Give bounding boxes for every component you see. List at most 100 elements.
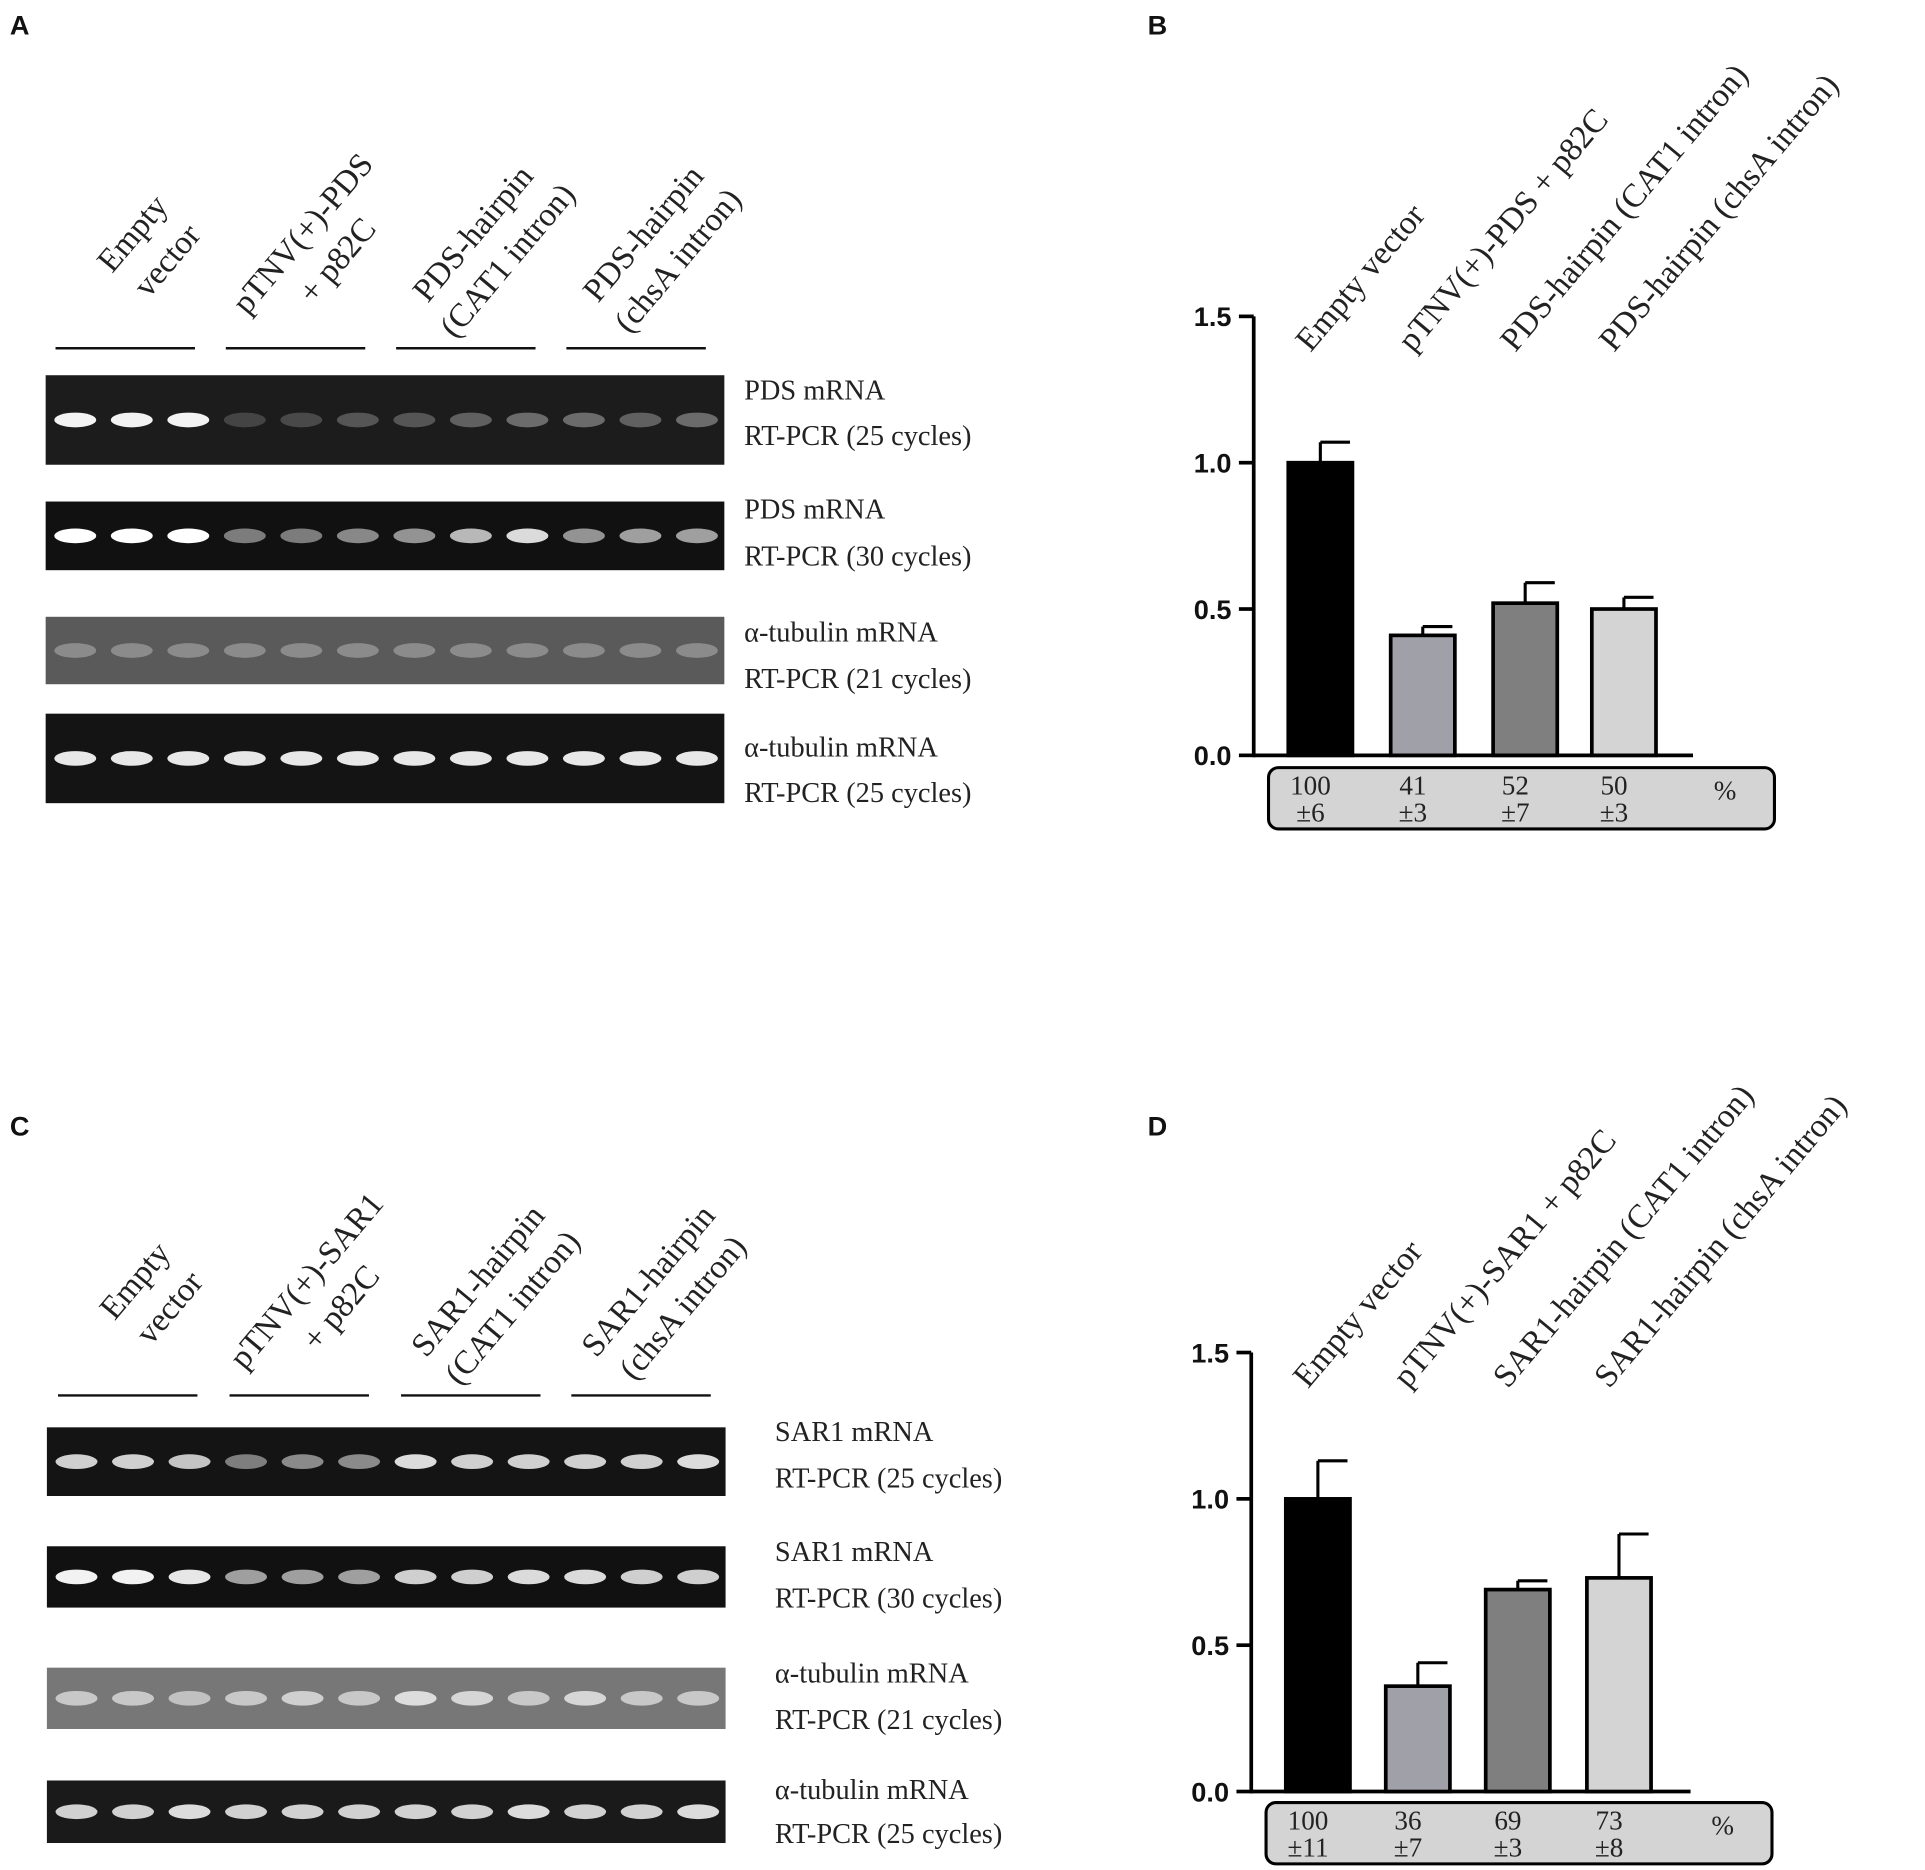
- gel-band: [619, 643, 662, 658]
- footer-value: 36: [1394, 1806, 1421, 1836]
- gel-band: [223, 751, 266, 766]
- gel-row-label: PDS mRNA: [744, 376, 886, 407]
- gel-band: [280, 412, 323, 428]
- gel-band: [167, 528, 210, 544]
- gel-band: [225, 1569, 268, 1585]
- footer-value: 73: [1596, 1806, 1623, 1836]
- footer-error: ±3: [1600, 798, 1628, 828]
- gel-band: [112, 1690, 154, 1706]
- gel-band: [168, 1454, 211, 1470]
- gel-band: [281, 1454, 324, 1470]
- y-tick-label: 0.5: [1194, 595, 1232, 625]
- gel-band: [675, 643, 718, 658]
- gel-band: [393, 528, 436, 544]
- gel-row-label: RT-PCR (25 cycles): [775, 1463, 1002, 1494]
- gel-band: [110, 528, 153, 544]
- gel-band: [168, 1569, 211, 1585]
- gel-band: [564, 1454, 607, 1470]
- gel-band: [620, 1569, 663, 1585]
- gel-image: [45, 375, 725, 465]
- gel-band: [677, 1690, 720, 1706]
- error-bar: [1318, 440, 1350, 463]
- gel-band: [280, 643, 323, 658]
- gel-band: [112, 1569, 154, 1585]
- footer-value: 100: [1290, 771, 1331, 801]
- footer-value: 52: [1502, 771, 1529, 801]
- footer-error: ±11: [1288, 1833, 1329, 1863]
- gel-band: [167, 412, 210, 428]
- gel-band: [110, 643, 153, 658]
- y-tick-label: 1.0: [1191, 1485, 1229, 1515]
- gel-image: [46, 1780, 726, 1844]
- gel-image: [45, 713, 725, 804]
- gel-image: [46, 1667, 726, 1729]
- gel-row-label: RT-PCR (25 cycles): [775, 1819, 1002, 1850]
- bar: [1383, 1684, 1452, 1794]
- y-tick-label: 1.0: [1194, 449, 1232, 479]
- footer-unit: %: [1714, 776, 1737, 806]
- gel-band: [280, 528, 323, 544]
- panel-label: A: [10, 10, 30, 40]
- gel-band: [449, 412, 492, 428]
- error-bar: [1416, 1661, 1448, 1687]
- gel-band: [280, 751, 323, 766]
- gel-row-label: RT-PCR (30 cycles): [775, 1584, 1002, 1615]
- y-tick-label: 0.0: [1191, 1777, 1229, 1807]
- gel-band: [338, 1454, 381, 1470]
- gel-band: [562, 751, 605, 766]
- gel-band: [564, 1690, 607, 1706]
- gel-band: [620, 1804, 663, 1820]
- footer-value: 100: [1288, 1806, 1329, 1836]
- gel-band: [281, 1569, 324, 1585]
- gel-band: [55, 1454, 98, 1470]
- gel-band: [112, 1804, 154, 1820]
- gel-band: [336, 528, 379, 544]
- error-bar: [1622, 595, 1654, 610]
- gel-band: [394, 1690, 437, 1706]
- panel-label: C: [10, 1112, 30, 1142]
- gel-band: [54, 643, 97, 658]
- gel-band: [225, 1454, 268, 1470]
- gel-band: [619, 751, 662, 766]
- gel-band: [112, 1454, 154, 1470]
- gel-band: [619, 528, 662, 544]
- footer-box: [1264, 1801, 1774, 1866]
- bar: [1589, 607, 1658, 758]
- bar: [1491, 601, 1560, 758]
- footer-error: ±7: [1501, 798, 1529, 828]
- footer-error: ±3: [1494, 1833, 1522, 1863]
- gel-band: [506, 643, 549, 658]
- gel-row-label: SAR1 mRNA: [775, 1417, 934, 1448]
- gel-band: [54, 412, 97, 428]
- panel-label: B: [1148, 10, 1168, 40]
- gel-band: [394, 1569, 437, 1585]
- gel-row-label: RT-PCR (21 cycles): [775, 1705, 1002, 1736]
- gel-band: [394, 1454, 437, 1470]
- footer-box: [1266, 766, 1776, 831]
- gel-band: [620, 1454, 663, 1470]
- gel-band: [110, 751, 153, 766]
- gel-band: [507, 1454, 550, 1470]
- gel-band: [55, 1804, 98, 1820]
- gel-band: [393, 751, 436, 766]
- gel-image: [46, 1427, 726, 1496]
- gel-band: [223, 412, 266, 428]
- gel-band: [562, 528, 605, 544]
- bar: [1388, 633, 1457, 758]
- gel-band: [281, 1690, 324, 1706]
- panel-label: D: [1148, 1112, 1168, 1142]
- footer-error: ±7: [1394, 1833, 1422, 1863]
- y-tick-label: 1.5: [1191, 1338, 1229, 1368]
- gel-band: [675, 751, 718, 766]
- gel-band: [110, 412, 153, 428]
- gel-band: [281, 1804, 324, 1820]
- gel-band: [338, 1690, 381, 1706]
- gel-band: [564, 1804, 607, 1820]
- gel-row-label: SAR1 mRNA: [775, 1537, 934, 1568]
- gel-row-label: α-tubulin mRNA: [744, 733, 938, 764]
- gel-band: [564, 1569, 607, 1585]
- gel-band: [394, 1804, 437, 1820]
- gel-band: [451, 1690, 494, 1706]
- gel-image: [45, 501, 725, 571]
